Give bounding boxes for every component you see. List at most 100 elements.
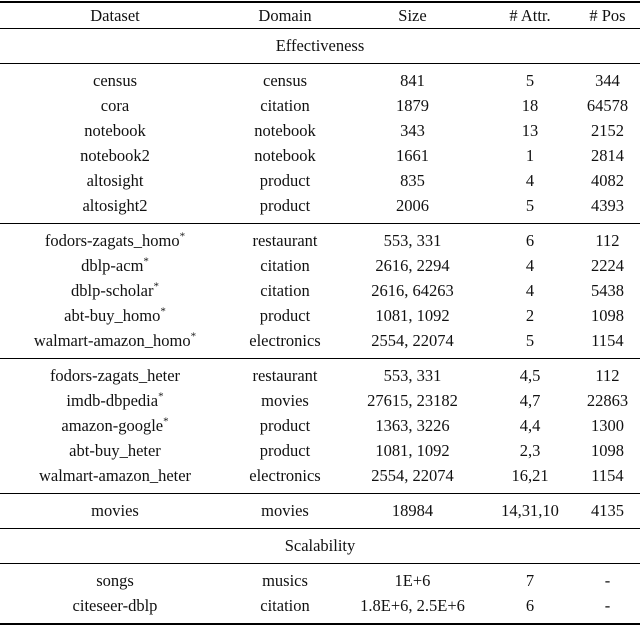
datasets-table: Dataset Domain Size # Attr. # Pos Effect… xyxy=(0,1,640,625)
attr-cell: 2 xyxy=(525,306,535,325)
pos-cell: 4135 xyxy=(591,501,624,520)
dataset-cell: fodors-zagats_heter xyxy=(49,366,181,385)
star-marker: * xyxy=(153,280,159,293)
domain-cell: movies xyxy=(261,501,309,520)
domain-cell: census xyxy=(263,71,307,90)
pos-cell: - xyxy=(604,571,611,590)
attr-cell: 5 xyxy=(525,331,535,350)
table-row: abt-buy_homo* product 1081, 1092 2 1098 xyxy=(0,304,640,329)
dataset-cell: notebook xyxy=(84,121,146,140)
attr-cell: 6 xyxy=(525,596,535,615)
size-cell: 841 xyxy=(400,71,425,90)
domain-cell: electronics xyxy=(249,331,321,350)
attr-cell: 4,7 xyxy=(519,391,541,410)
dataset-cell: fodors-zagats_homo* xyxy=(44,230,186,250)
star-marker: * xyxy=(158,390,164,403)
domain-cell: movies xyxy=(261,391,309,410)
domain-cell: product xyxy=(259,441,311,460)
row-group: fodors-zagats_heter restaurant 553, 331 4,5… xyxy=(0,359,640,494)
pos-cell: 1098 xyxy=(591,441,624,460)
size-cell: 2554, 22074 xyxy=(371,466,454,485)
domain-cell: product xyxy=(259,196,311,215)
table-row: census census 841 5 344 xyxy=(0,64,640,94)
table-row: citeseer-dblp citation 1.8E+6, 2.5E+6 6 - xyxy=(0,594,640,625)
table-row: walmart-amazon_homo* electronics 2554, 220… xyxy=(0,329,640,359)
attr-cell: 7 xyxy=(525,571,535,590)
header-row: Dataset Domain Size # Attr. # Pos xyxy=(0,2,640,29)
domain-cell: product xyxy=(259,416,311,435)
size-cell: 1363, 3226 xyxy=(375,416,450,435)
dataset-cell: abt-buy_homo* xyxy=(64,305,166,325)
star-marker: * xyxy=(163,415,169,428)
dataset-cell: notebook2 xyxy=(80,146,150,165)
domain-cell: musics xyxy=(262,571,308,590)
dataset-cell: dblp-scholar* xyxy=(71,280,159,300)
size-cell: 553, 331 xyxy=(383,366,442,385)
size-cell: 27615, 23182 xyxy=(367,391,458,410)
size-cell: 2616, 2294 xyxy=(375,256,450,275)
pos-cell: 1098 xyxy=(591,306,624,325)
attr-cell: 14,31,10 xyxy=(501,501,559,520)
table-header: Dataset Domain Size # Attr. # Pos xyxy=(0,2,640,29)
pos-cell: 4082 xyxy=(591,171,624,190)
attr-cell: 4,4 xyxy=(519,416,541,435)
dataset-cell: amazon-google* xyxy=(61,415,169,435)
domain-cell: notebook xyxy=(254,146,316,165)
attr-cell: 6 xyxy=(525,231,535,250)
size-cell: 1879 xyxy=(396,96,429,115)
row-group: songs musics 1E+6 7 - citeseer-dblp citation 1.… xyxy=(0,564,640,625)
domain-cell: product xyxy=(259,306,311,325)
size-cell: 1661 xyxy=(396,146,429,165)
size-cell: 1E+6 xyxy=(394,571,431,590)
pos-cell: 2814 xyxy=(591,146,624,165)
section-banner-label: Effectiveness xyxy=(275,36,365,55)
attr-cell: 4 xyxy=(525,171,535,190)
pos-cell: 112 xyxy=(595,231,620,250)
pos-cell: 1154 xyxy=(591,331,624,350)
attr-cell: 5 xyxy=(525,71,535,90)
col-header-attr: # Attr. xyxy=(509,5,551,25)
dataset-cell: walmart-amazon_homo* xyxy=(33,330,197,350)
attr-cell: 5 xyxy=(525,196,535,215)
size-cell: 1081, 1092 xyxy=(375,306,450,325)
size-cell: 18984 xyxy=(391,501,434,520)
dataset-cell: imdb-dbpedia* xyxy=(66,390,164,410)
table-row: altosight2 product 2006 5 4393 xyxy=(0,194,640,224)
domain-cell: citation xyxy=(260,96,310,115)
row-group: fodors-zagats_homo* restaurant 553, 331 6 11… xyxy=(0,224,640,359)
pos-cell: 112 xyxy=(595,366,620,385)
domain-cell: restaurant xyxy=(252,366,318,385)
size-cell: 835 xyxy=(400,171,425,190)
section-banner: Effectiveness xyxy=(0,28,640,64)
col-header-dataset: Dataset xyxy=(90,5,140,25)
dataset-cell: dblp-acm* xyxy=(81,255,149,275)
col-header-pos: # Pos xyxy=(589,5,626,25)
table-row: dblp-acm* citation 2616, 2294 4 2224 xyxy=(0,254,640,279)
pos-cell: 344 xyxy=(595,71,620,90)
pos-cell: 5438 xyxy=(591,281,624,300)
attr-cell: 16,21 xyxy=(511,466,549,485)
dataset-cell: movies xyxy=(91,501,139,520)
size-cell: 553, 331 xyxy=(383,231,442,250)
attr-cell: 2,3 xyxy=(519,441,541,460)
table-row: songs musics 1E+6 7 - xyxy=(0,564,640,594)
dataset-cell: walmart-amazon_heter xyxy=(38,466,192,485)
pos-cell: 2152 xyxy=(591,121,624,140)
table-row: fodors-zagats_heter restaurant 553, 331 4,5… xyxy=(0,359,640,389)
size-cell: 2006 xyxy=(396,196,429,215)
table-row: notebook2 notebook 1661 1 2814 xyxy=(0,144,640,169)
attr-cell: 1 xyxy=(525,146,535,165)
table-row: fodors-zagats_homo* restaurant 553, 331 6 11… xyxy=(0,224,640,254)
table-row: amazon-google* product 1363, 3226 4,4 1300 xyxy=(0,414,640,439)
col-header-size: Size xyxy=(398,5,427,25)
attr-cell: 13 xyxy=(521,121,539,140)
pos-cell: 4393 xyxy=(591,196,624,215)
dataset-cell: altosight xyxy=(86,171,144,190)
size-cell: 1081, 1092 xyxy=(375,441,450,460)
star-marker: * xyxy=(143,255,149,268)
dataset-cell: abt-buy_heter xyxy=(69,441,161,460)
col-header-domain: Domain xyxy=(258,5,312,25)
table-row: altosight product 835 4 4082 xyxy=(0,169,640,194)
pos-cell: - xyxy=(604,596,611,615)
dataset-cell: songs xyxy=(96,571,134,590)
